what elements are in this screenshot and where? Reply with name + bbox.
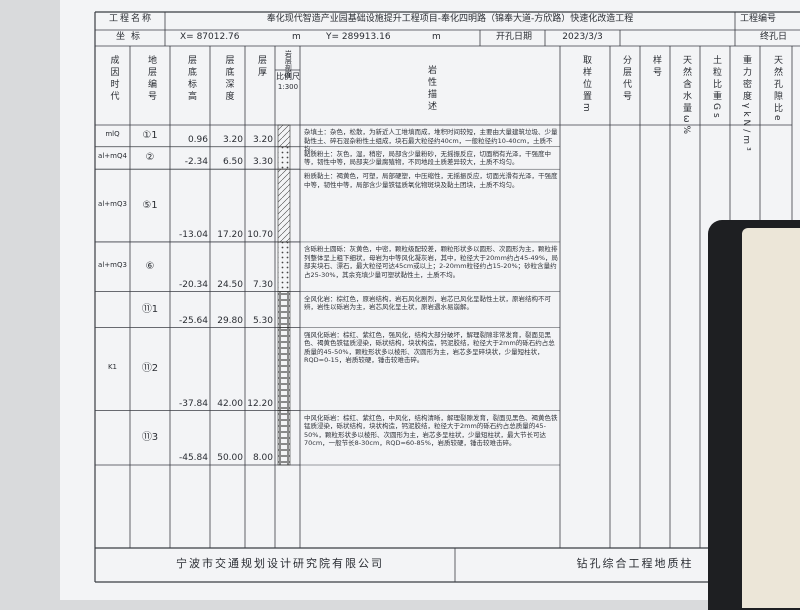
lithology-description: 强风化砾岩：棕红、紫红色，强风化，结构大部分破坏，解理裂隙非常发育，裂面见黑色、… [304, 330, 555, 365]
profile-column [277, 124, 291, 148]
thickness: 3.20 [252, 134, 273, 145]
start-label: 开孔日期 [495, 32, 532, 42]
layer-id: ② [145, 151, 155, 163]
profile-column [277, 327, 291, 411]
column-header: 地层编号 [145, 55, 156, 103]
company: 宁波市交通规划设计研究院有限公司 [176, 557, 384, 570]
bottom-elevation: -13.04 [178, 229, 208, 240]
bottom-depth: 6.50 [222, 157, 243, 168]
bottom-depth: 24.50 [217, 279, 243, 290]
document-title: 钻孔综合工程地质柱 [576, 557, 694, 570]
column-header: 岩层剖面 [275, 50, 300, 78]
thickness: 10.70 [247, 229, 273, 240]
coord-y: Y= 289913.16 [326, 32, 391, 42]
column-header: 岩性描述 [425, 65, 436, 113]
thickness: 8.00 [252, 453, 273, 463]
lithology-description: 杂填土：杂色，松散，为新近人工堆填而成，堆积时间较短，主要由大量建筑垃圾、少量黏… [304, 128, 558, 154]
column-header: 天然孔隙比e [771, 55, 782, 124]
column-header: 天然含水量ω% [680, 55, 691, 138]
bottom-elevation: -25.64 [178, 315, 208, 326]
bottom-elevation: 0.96 [187, 134, 208, 145]
bottom-elevation: -20.34 [178, 279, 208, 290]
profile-column [277, 291, 291, 328]
notebook-pages [742, 228, 800, 608]
scale-value: 1:300 [277, 83, 299, 91]
column-header: 成因时代 [108, 55, 119, 103]
thickness: 3.30 [252, 157, 273, 168]
age: al+mQ3 [98, 260, 127, 269]
age: al+mQ3 [98, 199, 127, 208]
bottom-depth: 17.20 [217, 229, 243, 240]
layer-id: ⑪1 [141, 303, 159, 315]
start-date: 2023/3/3 [562, 32, 603, 42]
layer-id: ①1 [142, 129, 158, 141]
column-header: 层厚 [255, 55, 266, 79]
layer-id: ⑤1 [142, 199, 158, 211]
lithology-description: 中风化砾岩：棕红、紫红色，中风化，结构清晰，解理裂隙发育，裂面见黑色、褐黄色铁锰… [304, 413, 558, 448]
age: mlQ [105, 129, 120, 138]
age: al+mQ4 [98, 151, 127, 160]
bottom-elevation: -45.84 [178, 453, 208, 463]
bottom-depth: 42.00 [217, 398, 243, 409]
column-header: 层底深度 [223, 55, 234, 103]
thickness: 12.20 [247, 398, 273, 409]
layer-id: ⑪3 [141, 431, 159, 443]
bottom-elevation: -2.34 [184, 157, 208, 168]
column-header: 取样位置m [580, 55, 591, 115]
project-label: 工程名称 [108, 14, 153, 24]
lithology-description: 全风化岩：棕红色，原岩结构，岩石风化剧烈，岩芯已风化呈黏性土状，原岩结构不可辨，… [304, 294, 551, 312]
project-name: 奉化现代智造产业园基础设施提升工程项目-奉化四明路（锦奉大道-方欣路）快速化改造… [266, 14, 634, 24]
profile-column [277, 241, 291, 292]
column-header: 层底标高 [185, 55, 196, 103]
thickness: 7.30 [252, 279, 273, 290]
layer-id: ⑥ [145, 260, 155, 272]
lithology-description: 粉质黏土：褐黄色，可塑，局部硬塑，中压缩性，无摇振反应，切面光滑有光泽，干强度中… [304, 172, 558, 189]
column-header: 土粒比重Gs [710, 55, 721, 121]
bottom-depth: 3.20 [222, 134, 243, 145]
scale-label: 比例尺 [276, 72, 300, 81]
bottom-depth: 50.00 [217, 453, 243, 463]
profile-column [277, 168, 291, 243]
bottom-depth: 29.80 [217, 315, 243, 326]
coord-x: X= 87012.76 [180, 32, 240, 42]
paper [60, 0, 800, 600]
coord-y-unit: m [432, 32, 441, 42]
end-label: 终孔日 [760, 32, 788, 42]
column-header: 重力密度γkN/m³ [740, 55, 751, 154]
bottom-elevation: -37.84 [178, 398, 208, 409]
layer-id: ⑪2 [141, 363, 159, 375]
profile-column [277, 410, 291, 466]
lithology-description: 黏质粉土：灰色，湿，稍密，局部含少量粉砂，无摇振反应，切面稍有光泽，干强度中等，… [304, 149, 551, 167]
coord-label: 坐标 [115, 32, 146, 42]
column-header: 样号 [650, 55, 661, 79]
profile-column [277, 146, 291, 170]
thickness: 5.30 [252, 315, 273, 326]
age: K1 [107, 363, 118, 372]
column-header: 分层代号 [620, 55, 631, 103]
lithology-description: 含砾粉土圆砾：灰黄色，中密，颗粒级配较差，颗粒形状多以圆形、次圆形为主，颗粒排列… [304, 244, 558, 279]
coord-x-unit: m [292, 32, 301, 42]
project-no-label: 工程编号 [740, 14, 777, 24]
